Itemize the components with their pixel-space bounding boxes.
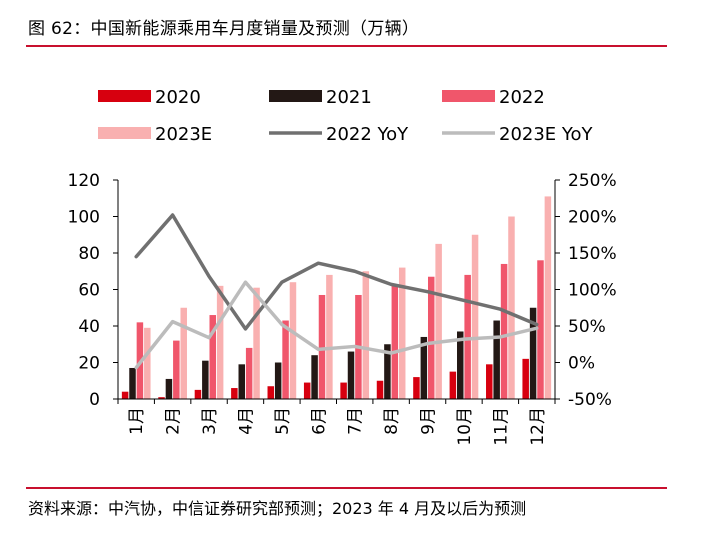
lines <box>134 213 539 370</box>
bar-2021-8 <box>384 344 391 399</box>
bar-2020-2 <box>158 397 165 399</box>
right-tick-label: 250% <box>568 171 617 191</box>
right-tick-label: 50% <box>568 317 606 337</box>
bar-2020-10 <box>449 371 457 400</box>
legend-label: 2023E <box>155 124 212 145</box>
x-tick-label: 12月 <box>528 407 548 446</box>
legend-swatch <box>98 90 151 102</box>
bar-2023e-1 <box>144 327 151 399</box>
source-note: 资料来源：中汽协，中信证券研究部预测；2023 年 4 月及以后为预测 <box>28 499 527 518</box>
right-tick-label: 0% <box>568 354 595 374</box>
legend: 2020 2021 2022 2023E 2022 YoY 2023E YoY <box>98 87 594 145</box>
bar-2021-10 <box>457 331 464 399</box>
bar-2021-1 <box>129 367 136 399</box>
left-tick-label: 120 <box>68 171 100 191</box>
bar-2020-12 <box>522 358 529 399</box>
bar-2023e-7 <box>362 271 370 399</box>
x-tick-label: 4月 <box>236 407 256 435</box>
right-tick-label: -50% <box>568 390 612 410</box>
legend-label: 2023E YoY <box>499 124 594 145</box>
bar-2020-1 <box>121 391 129 399</box>
legend-label: 2021 <box>326 87 372 108</box>
bar-2020-3 <box>194 389 202 400</box>
bar-2020-9 <box>413 377 420 399</box>
bar-2023e-11 <box>508 216 515 399</box>
bar-2022-9 <box>427 276 435 399</box>
bar-2021-3 <box>202 360 209 399</box>
title-rule <box>26 45 667 47</box>
x-tick-label: 5月 <box>273 407 293 435</box>
bar-2022-10 <box>464 274 471 399</box>
bar-2021-4 <box>238 364 246 399</box>
bar-2020-4 <box>231 388 238 399</box>
bar-2021-12 <box>529 307 537 399</box>
left-tick-label: 20 <box>78 354 100 374</box>
x-tick-label: 9月 <box>419 407 439 435</box>
right-tick-label: 150% <box>568 244 617 264</box>
left-tick-label: 0 <box>89 390 100 410</box>
bar-2023e-10 <box>471 234 479 399</box>
legend-label: 2022 YoY <box>326 124 409 145</box>
bar-2021-7 <box>347 351 355 399</box>
bar-2022-2 <box>173 340 180 399</box>
bar-2022-4 <box>245 347 253 399</box>
legend-swatch <box>442 90 495 102</box>
bar-2021-5 <box>274 362 282 399</box>
bar-2023e-3 <box>216 285 224 399</box>
legend-swatch <box>269 90 322 102</box>
bars <box>121 196 552 400</box>
x-tick-label: 10月 <box>455 407 475 446</box>
bar-2023e-8 <box>398 267 406 399</box>
left-tick-label: 40 <box>78 317 100 337</box>
x-tick-label: 1月 <box>127 407 147 435</box>
right-tick-label: 200% <box>568 208 617 228</box>
bar-2021-9 <box>420 336 428 399</box>
left-tick-label: 80 <box>78 244 100 264</box>
bar-2023e-5 <box>289 282 297 399</box>
bar-2020-8 <box>376 380 384 399</box>
legend-label: 2022 <box>499 87 545 108</box>
axes: 0 20 40 60 80 100 120 -50% 0% 50% 100% 150% 200% 250%… <box>68 171 617 446</box>
bar-2020-5 <box>267 386 275 399</box>
right-tick-label: 100% <box>568 281 617 301</box>
left-tick-label: 100 <box>68 208 100 228</box>
legend-label: 2020 <box>155 87 201 108</box>
x-tick-label: 11月 <box>491 407 511 446</box>
bar-2023e-6 <box>326 274 333 399</box>
figure-title: 图 62：中国新能源乘用车月度销量及预测（万辆） <box>28 19 420 39</box>
bar-2023e-4 <box>253 287 260 399</box>
line-2022-yoy <box>134 213 539 331</box>
bar-2022-12 <box>537 260 544 399</box>
legend-swatch <box>98 127 151 139</box>
bar-2020-6 <box>303 382 311 399</box>
bar-2021-2 <box>165 378 173 399</box>
bar-2022-3 <box>209 315 216 399</box>
x-tick-label: 3月 <box>200 407 220 435</box>
left-tick-label: 60 <box>78 281 100 301</box>
bar-2021-6 <box>311 355 318 399</box>
bar-2022-6 <box>318 294 326 399</box>
bar-2022-8 <box>391 284 399 399</box>
x-tick-label: 8月 <box>382 407 402 435</box>
line-2023e-yoy <box>134 280 539 370</box>
source-rule <box>26 487 667 489</box>
bar-2020-11 <box>486 364 493 399</box>
bar-2021-11 <box>493 320 500 399</box>
bar-2023e-12 <box>544 196 552 399</box>
bar-2022-11 <box>500 263 508 399</box>
x-tick-label: 6月 <box>309 407 329 435</box>
bar-2023e-9 <box>435 243 442 400</box>
bar-2023e-2 <box>180 307 187 399</box>
x-tick-label: 7月 <box>346 407 366 435</box>
bar-2022-5 <box>282 320 289 399</box>
bar-2020-7 <box>340 382 347 399</box>
x-tick-label: 2月 <box>164 407 184 435</box>
